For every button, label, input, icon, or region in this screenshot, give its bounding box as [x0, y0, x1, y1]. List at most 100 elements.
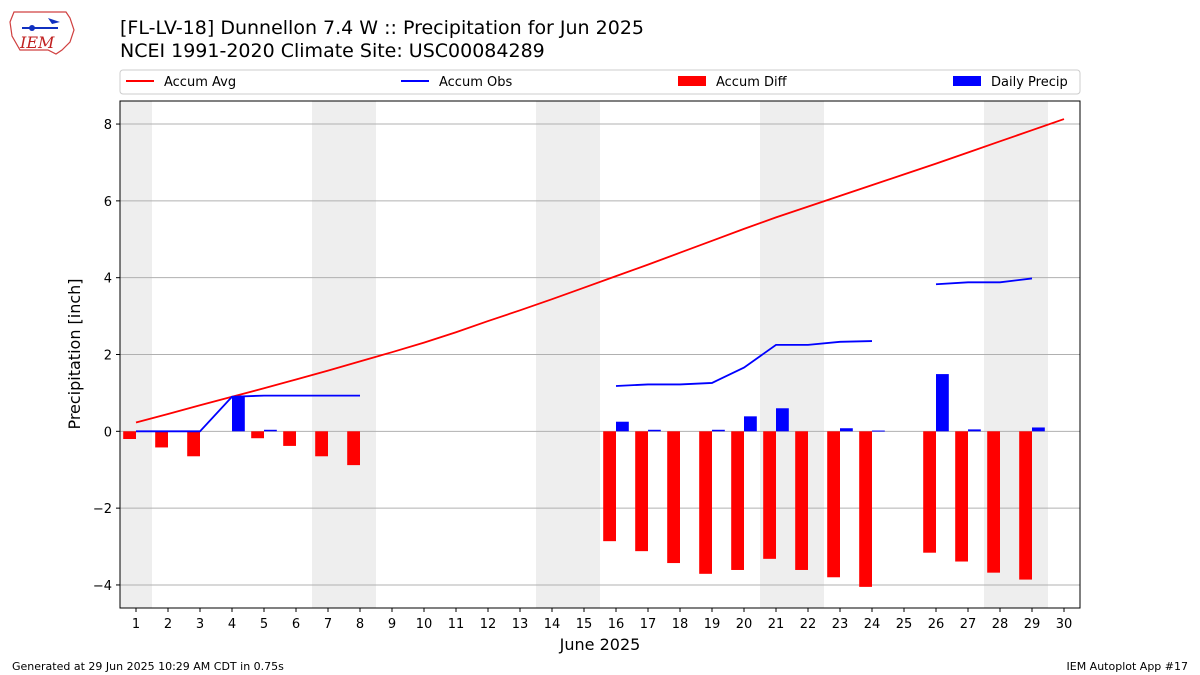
x-tick-label: 13: [512, 617, 529, 632]
y-tick-label: 2: [104, 349, 112, 364]
x-tick-label: 19: [704, 617, 721, 632]
lines: [135, 118, 1065, 433]
accum-diff-bar: [155, 431, 168, 448]
y-tick-label: 0: [104, 425, 112, 440]
legend: Accum Avg Accum Obs Accum Diff Daily Precip: [119, 69, 1081, 95]
x-tick-label: 12: [480, 617, 497, 632]
weekend-band: [344, 101, 376, 608]
weekend-band: [984, 101, 1016, 608]
legend-box: [119, 69, 1081, 95]
accum-diff-bar: [955, 431, 968, 562]
legend-label: Accum Avg: [164, 75, 236, 90]
daily-precip-bar: [616, 421, 629, 432]
x-tick-label: 26: [928, 617, 945, 632]
x-axis-label: June 2025: [559, 635, 641, 654]
accum-diff-bar: [987, 431, 1000, 573]
accum-diff-bar: [347, 431, 360, 466]
y-tick-label: 4: [104, 272, 112, 287]
weekend-band: [792, 101, 824, 608]
x-tick-label: 18: [672, 617, 689, 632]
weekend-band: [568, 101, 600, 608]
legend-label: Accum Diff: [716, 75, 788, 90]
daily-precip-bar: [712, 429, 725, 432]
accum-diff-bar: [859, 431, 872, 587]
accum-diff-bar: [923, 431, 936, 553]
accum-diff-bar: [251, 431, 264, 439]
x-tick-label: 30: [1056, 617, 1073, 632]
accum-diff-bar: [667, 431, 680, 564]
accum-diff-bar: [315, 431, 328, 457]
weekend-band: [1016, 101, 1048, 608]
y-tick-label: −4: [93, 579, 112, 594]
x-tick-label: 14: [544, 617, 561, 632]
accum-diff-bar: [635, 431, 648, 552]
accum-diff-bar: [1019, 431, 1032, 580]
x-tick-label: 11: [448, 617, 465, 632]
accum-diff-bar: [795, 431, 808, 570]
x-tick-label: 3: [196, 617, 204, 632]
x-tick-label: 10: [416, 617, 433, 632]
accum-diff-bar: [603, 431, 616, 542]
accum-obs-line: [136, 394, 360, 433]
daily-precip-bar: [776, 408, 789, 432]
x-tick-label: 2: [164, 617, 172, 632]
x-tick-label: 28: [992, 617, 1009, 632]
accum-diff-bar: [699, 431, 712, 574]
daily-precip-bar: [264, 429, 277, 432]
weekend-band: [536, 101, 568, 608]
footer-generated: Generated at 29 Jun 2025 10:29 AM CDT in…: [12, 660, 284, 673]
daily-precip-bar: [840, 428, 853, 432]
x-tick-label: 23: [832, 617, 849, 632]
daily-precip-bar: [968, 429, 981, 432]
x-tick-label: 24: [864, 617, 881, 632]
x-tick-label: 17: [640, 617, 657, 632]
x-tick-label: 22: [800, 617, 817, 632]
y-tick-label: 6: [104, 195, 112, 210]
accum-diff-bar: [187, 431, 200, 457]
y-axis: −4 −2 0 2 4 6 8: [93, 118, 120, 594]
daily-precip-bar: [648, 429, 661, 432]
x-tick-label: 6: [292, 617, 300, 632]
grid-lines: [120, 123, 1080, 586]
x-tick-label: 25: [896, 617, 913, 632]
accum-diff-bar: [827, 431, 840, 578]
daily-precip-bar: [232, 396, 245, 432]
y-axis-label: Precipitation [inch]: [65, 278, 84, 429]
x-axis: 1 2 3 4 5 6 7 8 9 10 11 12 13 14 15 16 17 18 19 20 21 22 23 24 2…: [132, 608, 1072, 632]
daily-precip-bar: [744, 416, 757, 432]
footer-app: IEM Autoplot App #17: [1066, 660, 1189, 673]
x-tick-label: 29: [1024, 617, 1041, 632]
daily-precip-bar: [1032, 427, 1045, 432]
accum-diff-bar: [283, 431, 296, 446]
x-tick-label: 21: [768, 617, 785, 632]
daily-precip-bar: [936, 374, 949, 432]
iem-logo: IEM: [9, 11, 75, 55]
weekend-band: [760, 101, 792, 608]
plot-frame: [119, 100, 1081, 609]
x-tick-label: 1: [132, 617, 140, 632]
weekend-bands: [120, 101, 1048, 608]
x-tick-label: 27: [960, 617, 977, 632]
accum-diff-bar: [763, 431, 776, 559]
accum-obs-line: [935, 277, 1033, 286]
weekend-band: [120, 101, 152, 608]
accum-avg-line: [135, 118, 1065, 424]
x-tick-label: 8: [356, 617, 364, 632]
chart-title: [FL-LV-18] Dunnellon 7.4 W :: Precipitat…: [120, 17, 644, 39]
x-tick-label: 20: [736, 617, 753, 632]
chart-subtitle: NCEI 1991-2020 Climate Site: USC00084289: [120, 40, 545, 62]
accum-diff-bar: [731, 431, 744, 570]
legend-swatch: [953, 76, 981, 86]
y-tick-label: −2: [93, 502, 112, 517]
x-tick-label: 9: [388, 617, 396, 632]
x-tick-label: 4: [228, 617, 236, 632]
accum-diff-bar: [123, 431, 136, 439]
bars: [123, 374, 1045, 587]
weekend-band: [312, 101, 344, 608]
legend-label: Accum Obs: [439, 75, 512, 90]
y-tick-label: 8: [104, 118, 112, 133]
logo-text: IEM: [19, 33, 55, 52]
daily-precip-bar: [872, 430, 885, 432]
legend-swatch: [678, 76, 706, 86]
x-tick-label: 16: [608, 617, 625, 632]
